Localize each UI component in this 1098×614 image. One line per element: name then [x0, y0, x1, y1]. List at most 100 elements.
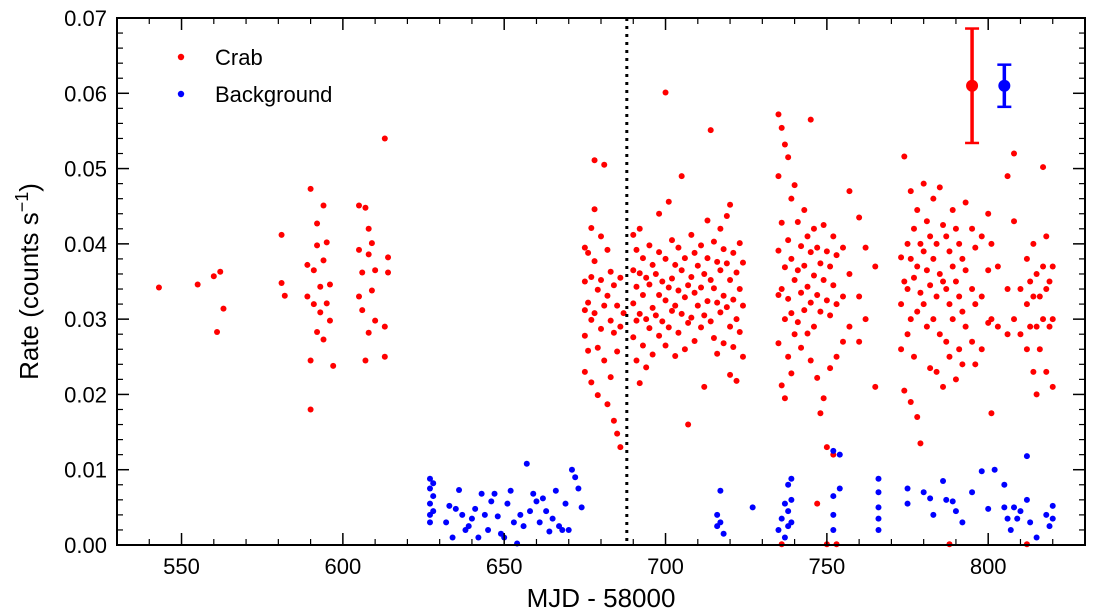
point-series1-13	[459, 511, 466, 518]
point-series1-80	[920, 489, 927, 496]
point-series0-308	[930, 316, 937, 323]
point-series0-53	[585, 249, 592, 256]
point-series0-95	[633, 317, 640, 324]
point-series0-313	[936, 270, 943, 277]
point-series0-338	[962, 323, 969, 330]
point-series0-222	[794, 267, 801, 274]
point-series1-59	[781, 500, 788, 507]
point-series0-103	[639, 342, 646, 349]
error-bar-point-1	[998, 79, 1011, 92]
point-series0-232	[804, 330, 811, 337]
point-series1-18	[475, 534, 482, 541]
point-series1-67	[830, 447, 837, 454]
point-series0-34	[362, 204, 369, 211]
point-series0-135	[675, 287, 682, 294]
y-tick-label: 0.07	[64, 6, 107, 31]
point-series1-37	[536, 519, 543, 526]
point-series0-62	[591, 258, 598, 265]
point-series0-329	[952, 376, 959, 383]
point-series0-300	[923, 218, 930, 225]
point-series0-163	[707, 127, 714, 134]
point-series0-206	[781, 141, 788, 148]
point-series0-50	[581, 307, 588, 314]
point-series0-335	[959, 361, 966, 368]
point-series0-277	[901, 153, 908, 160]
point-series0-56	[588, 225, 595, 232]
point-series0-310	[933, 293, 940, 300]
point-series0-14	[310, 267, 317, 274]
point-series1-10	[449, 534, 456, 541]
point-series0-96	[633, 357, 640, 364]
point-series1-65	[788, 496, 795, 503]
point-series0-6	[278, 231, 285, 238]
point-series0-191	[736, 240, 743, 247]
point-series0-70	[601, 161, 608, 168]
point-series0-84	[614, 430, 621, 437]
point-series0-99	[636, 310, 643, 317]
point-series0-9	[304, 261, 311, 268]
point-series0-212	[785, 295, 792, 302]
point-series0-133	[672, 353, 679, 360]
point-series0-275	[898, 301, 905, 308]
point-series0-278	[901, 278, 908, 285]
point-series0-102	[639, 292, 646, 299]
point-series0-124	[662, 342, 669, 349]
point-series1-81	[927, 495, 934, 502]
x-tick-label: 700	[647, 554, 684, 579]
point-series0-72	[601, 357, 608, 364]
point-series0-340	[969, 286, 976, 293]
point-series0-24	[323, 239, 330, 246]
point-series0-129	[668, 275, 675, 282]
point-series0-282	[904, 331, 911, 338]
point-series0-318	[943, 233, 950, 240]
point-series1-40	[546, 528, 553, 535]
point-series0-181	[727, 201, 734, 208]
point-series0-21	[320, 202, 327, 209]
point-series0-173	[717, 267, 724, 274]
point-series0-265	[846, 270, 853, 277]
point-series0-250	[823, 297, 830, 304]
point-series0-259	[833, 301, 840, 308]
point-series0-114	[652, 312, 659, 319]
point-series0-256	[830, 282, 837, 289]
point-series0-8	[281, 292, 288, 299]
point-series1-60	[781, 534, 788, 541]
point-series0-172	[717, 225, 724, 232]
point-series0-246	[820, 222, 827, 229]
point-series0-230	[804, 233, 811, 240]
point-series0-176	[720, 292, 727, 299]
point-series1-97	[1014, 515, 1021, 522]
point-series0-239	[810, 323, 817, 330]
point-series0-223	[794, 319, 801, 326]
point-series1-91	[991, 466, 998, 473]
point-series0-23	[320, 336, 327, 343]
point-series0-139	[678, 310, 685, 317]
point-series1-51	[714, 511, 721, 518]
point-series0-130	[668, 307, 675, 314]
point-series0-7	[278, 280, 285, 287]
point-series0-241	[814, 292, 821, 299]
point-series0-101	[639, 255, 646, 262]
point-series0-324	[949, 206, 956, 213]
point-series0-17	[314, 242, 321, 249]
point-series1-73	[875, 475, 882, 482]
point-series0-149	[691, 249, 698, 256]
point-series0-285	[907, 316, 914, 323]
point-series0-261	[840, 244, 846, 251]
point-series0-74	[604, 292, 611, 299]
point-series0-301	[923, 267, 930, 274]
point-series0-279	[901, 387, 908, 394]
point-series0-40	[368, 287, 375, 294]
point-series0-111	[649, 304, 656, 311]
point-series0-325	[949, 263, 956, 270]
point-series0-370	[1030, 293, 1037, 300]
point-series0-320	[943, 338, 950, 345]
point-series1-32	[520, 523, 527, 530]
point-series1-20	[481, 511, 488, 518]
point-series0-154	[698, 242, 705, 249]
point-series0-242	[814, 374, 821, 381]
point-series0-43	[381, 135, 388, 142]
x-tick-label: 650	[486, 554, 523, 579]
point-series0-309	[933, 240, 940, 247]
point-series0-69	[598, 325, 604, 332]
